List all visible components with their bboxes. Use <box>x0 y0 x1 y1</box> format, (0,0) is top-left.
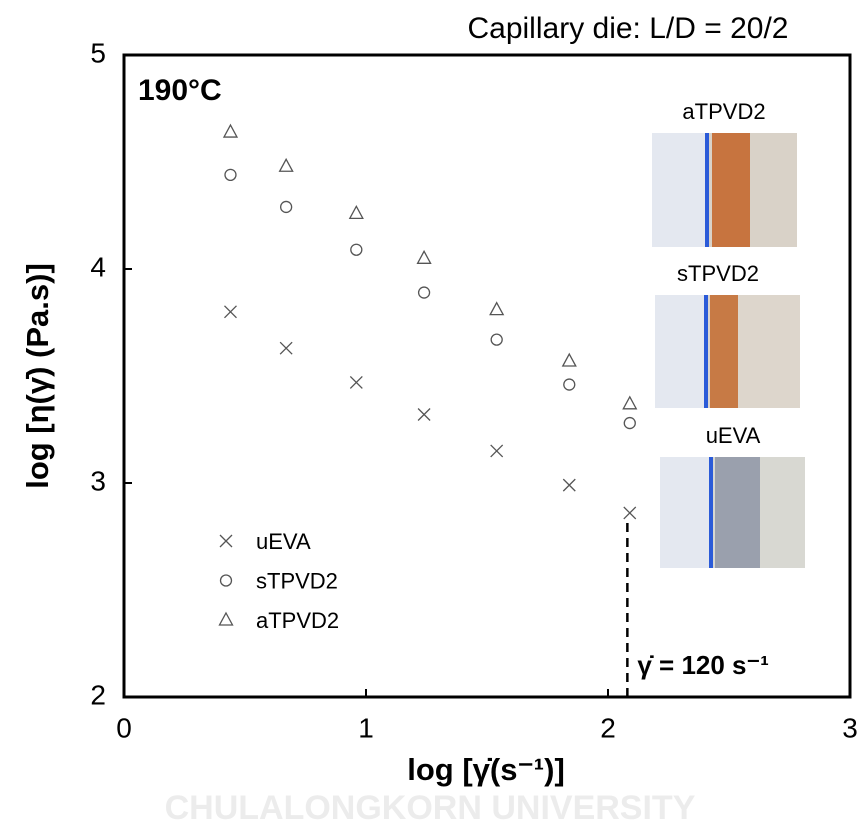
image-label: sTPVD2 <box>677 261 759 286</box>
temperature-label: 190°C <box>138 74 222 107</box>
legend-label: aTPVD2 <box>256 608 339 633</box>
legend-marker <box>218 611 234 626</box>
legend-label: sTPVD2 <box>256 568 338 593</box>
photo-uevа <box>660 457 805 568</box>
x-tick-label: 0 <box>116 712 132 743</box>
y-tick-label: 5 <box>90 37 106 68</box>
y-tick-label: 3 <box>90 465 106 496</box>
point <box>278 157 294 172</box>
point <box>622 395 638 410</box>
chart-title: Capillary die: L/D = 20/2 <box>467 12 788 45</box>
watermark: CHULALONGKORN UNIVERSITY <box>165 789 696 827</box>
point <box>490 333 503 346</box>
y-tick-label: 4 <box>90 251 106 282</box>
legend-marker <box>219 534 233 548</box>
plot-frame <box>122 53 852 699</box>
photo-stpvd2 <box>655 295 800 408</box>
point <box>562 478 576 492</box>
point <box>349 375 363 389</box>
image-label: aTPVD2 <box>682 99 765 124</box>
point <box>489 301 505 316</box>
point <box>279 200 293 214</box>
x-tick-label: 3 <box>842 712 858 743</box>
point <box>623 506 637 520</box>
point <box>348 204 364 220</box>
x-tick-label: 2 <box>600 712 616 743</box>
x-axis-title: log [γ̇(s⁻¹)] <box>407 752 565 787</box>
point <box>416 249 432 264</box>
point <box>222 123 239 138</box>
point <box>417 286 431 299</box>
point <box>279 341 293 355</box>
y-axis-title: log [η(γ̇) (Pa.s)] <box>20 263 55 489</box>
point <box>623 416 636 430</box>
point <box>224 305 237 319</box>
reference-label: γ̇ = 120 s⁻¹ <box>637 650 769 680</box>
photo-atpvd2 <box>652 133 797 247</box>
x-tick-label: 1 <box>358 712 374 743</box>
legend-marker <box>219 574 233 587</box>
y-tick-label: 2 <box>90 679 106 710</box>
image-label: uEVA <box>706 423 761 448</box>
point <box>417 408 431 421</box>
point <box>224 168 237 181</box>
point <box>350 243 363 256</box>
point <box>490 444 504 458</box>
legend-label: uEVA <box>256 529 311 554</box>
point <box>563 378 576 391</box>
point <box>561 352 577 367</box>
